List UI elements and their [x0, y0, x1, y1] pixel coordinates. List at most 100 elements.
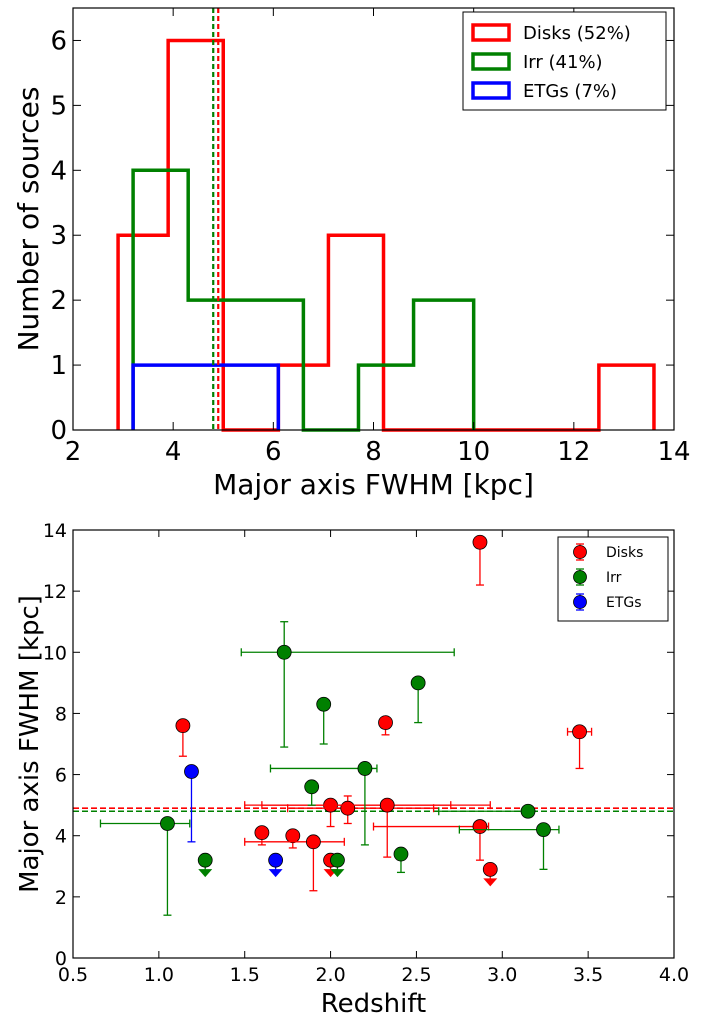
y-tick-label: 8 [55, 703, 67, 725]
marker [357, 761, 373, 776]
marker [276, 644, 292, 660]
data-point-disks [175, 718, 191, 757]
data-point-irr [304, 779, 320, 806]
data-point-disks [261, 797, 491, 858]
marker [285, 828, 301, 844]
y-tick-label: 2 [55, 887, 67, 909]
data-point-etgs [184, 764, 199, 843]
x-tick-label: 2.5 [401, 964, 431, 986]
data-point-disks [472, 534, 488, 586]
data-point-irr [99, 816, 191, 916]
data-point-disks [378, 715, 393, 736]
marker [378, 715, 393, 730]
x-tick-label: 2.0 [315, 964, 345, 986]
data-point-irr [240, 621, 455, 748]
histogram-series-etgs-7 [131, 363, 281, 430]
x-tick-label: 8 [365, 437, 382, 467]
data-point-disks [482, 861, 498, 887]
x-tick-label: 4 [165, 437, 182, 467]
legend-label-disks: Disks [606, 545, 643, 561]
data-point-disks [566, 724, 593, 770]
legend-label-irr-41: Irr (41%) [523, 52, 603, 73]
legend-box [462, 11, 667, 111]
histogram-series-irr-41 [131, 168, 476, 432]
y-tick-label: 3 [50, 221, 67, 251]
data-point-irr [410, 675, 426, 724]
marker [197, 852, 213, 868]
scatter-legend: Disks Irr ETGs [557, 536, 669, 622]
x-tick-label: 0.5 [58, 964, 88, 986]
marker [175, 718, 191, 734]
upper-limit-arrow-icon [268, 869, 283, 878]
marker [268, 852, 284, 868]
data-point-irr [269, 761, 378, 846]
y-tick-label: 10 [43, 642, 67, 664]
marker [304, 779, 320, 795]
upper-limit-arrow-icon [198, 869, 213, 878]
data-point-irr [393, 846, 409, 874]
legend-swatch-etgs-7 [471, 81, 511, 100]
x-tick-label: 1.0 [144, 964, 174, 986]
legend-swatch-disks-52 [471, 23, 511, 42]
data-point-irr [458, 822, 560, 870]
legend-marker-etgs [573, 595, 587, 609]
marker [472, 534, 488, 550]
marker [379, 797, 395, 813]
x-tick-label: 4.0 [659, 964, 689, 986]
marker [305, 834, 321, 850]
marker [520, 803, 536, 819]
data-point-disks [244, 834, 345, 892]
x-tick-label: 10 [457, 437, 490, 467]
x-tick-label: 6 [265, 437, 282, 467]
x-tick-label: 2 [65, 437, 82, 467]
scatter-y-axis-label: Major axis FWHM [kpc] [15, 595, 45, 893]
y-tick-label: 6 [50, 26, 67, 56]
marker [184, 764, 199, 779]
marker [316, 696, 332, 712]
legend-label-irr: Irr [606, 570, 622, 586]
histogram-legend: Disks (52%) Irr (41%) ETGs (7%) [462, 11, 667, 111]
data-point-disks [254, 825, 270, 846]
upper-limit-arrow-icon [483, 878, 498, 887]
marker [340, 800, 356, 816]
legend-marker-irr [573, 570, 587, 584]
marker [410, 675, 426, 691]
x-tick-label: 3.0 [487, 964, 517, 986]
marker [160, 816, 175, 831]
x-tick-label: 12 [557, 437, 590, 467]
y-tick-label: 4 [50, 156, 67, 186]
data-point-irr [438, 803, 536, 819]
marker [572, 724, 587, 740]
data-point-etgs [268, 852, 284, 878]
y-tick-label: 0 [50, 416, 67, 446]
x-tick-label: 3.5 [573, 964, 603, 986]
histogram-x-axis-label: Major axis FWHM [kpc] [213, 468, 534, 501]
marker [482, 861, 498, 877]
y-tick-label: 5 [50, 91, 67, 121]
scatter-x-axis-label: Redshift [321, 989, 427, 1019]
y-tick-label: 6 [55, 765, 67, 787]
legend-swatch-irr-41 [471, 52, 511, 71]
data-point-irr [316, 696, 332, 745]
legend-label-etgs: ETGs [606, 595, 642, 611]
data-point-irr [330, 852, 345, 878]
marker [393, 846, 409, 862]
y-tick-label: 0 [55, 948, 67, 970]
data-point-irr [197, 852, 213, 878]
legend-label-etgs-7: ETGs (7%) [523, 81, 617, 102]
y-tick-label: 2 [50, 286, 67, 316]
upper-limit-arrow-icon [330, 869, 345, 878]
x-tick-label: 14 [657, 437, 690, 467]
marker [472, 819, 488, 834]
marker [254, 825, 270, 841]
marker [536, 822, 551, 837]
y-tick-label: 12 [43, 581, 67, 603]
data-point-disks [286, 795, 435, 825]
x-tick-label: 1.5 [230, 964, 260, 986]
histogram-y-axis-label: Number of sources [12, 87, 45, 352]
legend-marker-disks [573, 545, 587, 559]
data-point-disks [372, 819, 490, 861]
marker [330, 852, 345, 868]
